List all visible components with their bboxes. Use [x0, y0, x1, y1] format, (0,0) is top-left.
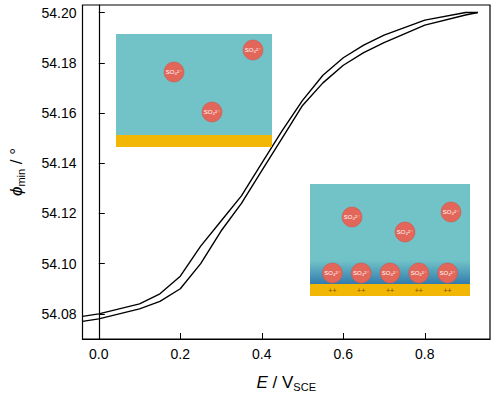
svg-text:0.0: 0.0: [89, 346, 109, 362]
svg-text:SO₄²⁻: SO₄²⁻: [439, 270, 455, 276]
svg-text:SO₄²⁻: SO₄²⁻: [382, 270, 398, 276]
svg-text:54.10: 54.10: [41, 256, 76, 272]
svg-text:++: ++: [357, 287, 365, 294]
svg-text:SO₄²⁻: SO₄²⁻: [166, 69, 182, 75]
svg-text:/ °: / °: [7, 148, 26, 169]
svg-text:54.18: 54.18: [41, 55, 76, 71]
svg-text:SO₄²⁻: SO₄²⁻: [245, 47, 261, 53]
svg-text:SCE: SCE: [293, 381, 316, 393]
svg-text:min: min: [15, 169, 27, 187]
svg-text:54.16: 54.16: [41, 105, 76, 121]
svg-text:/ V: / V: [268, 373, 294, 392]
svg-text:54.08: 54.08: [41, 306, 76, 322]
svg-text:++: ++: [386, 287, 394, 294]
svg-text:SO₄²⁻: SO₄²⁻: [411, 270, 427, 276]
svg-text:SO₄²⁻: SO₄²⁻: [204, 109, 220, 115]
svg-text:0.4: 0.4: [252, 346, 272, 362]
svg-text:0.8: 0.8: [415, 346, 435, 362]
svg-text:++: ++: [444, 287, 452, 294]
svg-text:SO₄²⁻: SO₄²⁻: [443, 209, 459, 215]
svg-text:54.14: 54.14: [41, 155, 76, 171]
svg-text:E: E: [257, 373, 269, 392]
svg-text:SO₄²⁻: SO₄²⁻: [353, 270, 369, 276]
svg-text:54.12: 54.12: [41, 205, 76, 221]
svg-text:0.6: 0.6: [334, 346, 354, 362]
svg-text:++: ++: [328, 287, 336, 294]
svg-text:SO₄²⁻: SO₄²⁻: [324, 270, 340, 276]
svg-text:SO₄²⁻: SO₄²⁻: [344, 214, 360, 220]
svg-text:ϕ: ϕ: [7, 187, 26, 196]
svg-text:++: ++: [415, 287, 423, 294]
svg-text:0.2: 0.2: [171, 346, 191, 362]
svg-text:SO₄²⁻: SO₄²⁻: [397, 229, 413, 235]
svg-text:54.20: 54.20: [41, 5, 76, 21]
